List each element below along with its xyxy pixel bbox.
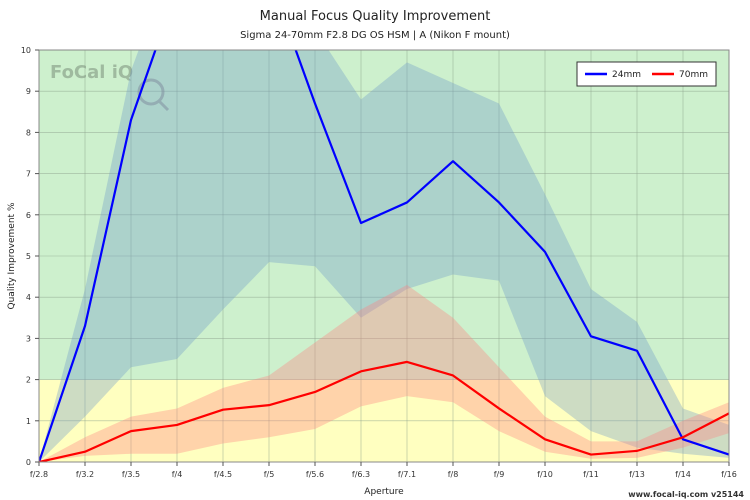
x-tick-label: f/2.8 [30, 470, 48, 479]
x-tick-label: f/7.1 [398, 470, 416, 479]
y-tick-label: 4 [26, 293, 31, 302]
magnifier-handle [157, 99, 170, 112]
x-tick-label: f/11 [583, 470, 599, 479]
confidence-bands [39, 50, 729, 462]
y-tick-label: 10 [21, 46, 31, 55]
watermark-logo: FoCal iQ [50, 62, 170, 112]
x-tick-label: f/14 [675, 470, 691, 479]
watermark-logo-text: FoCal iQ [50, 62, 133, 83]
legend: 24mm 70mm [576, 61, 717, 87]
y-tick-label: 7 [26, 170, 31, 179]
x-tick-label: f/8 [448, 470, 459, 479]
x-tick-label: f/13 [629, 470, 645, 479]
x-tick-label: f/5.6 [306, 470, 324, 479]
y-axis-ticks: 0 1 2 3 4 5 6 7 8 9 10 [21, 46, 39, 467]
legend-label-70mm: 70mm [679, 70, 708, 80]
chart-title: Manual Focus Quality Improvement [260, 9, 491, 24]
confidence-band-24mm [39, 50, 729, 462]
chart-subtitle: Sigma 24-70mm F2.8 DG OS HSM | A (Nikon … [240, 30, 510, 41]
x-tick-label: f/3.2 [76, 470, 94, 479]
x-axis-label: Aperture [364, 487, 404, 497]
y-tick-label: 1 [26, 417, 31, 426]
y-axis-label: Quality Improvement % [7, 202, 17, 309]
y-tick-label: 2 [26, 376, 31, 385]
legend-label-24mm: 24mm [612, 70, 641, 80]
x-tick-label: f/6.3 [352, 470, 370, 479]
watermark-url: www.focal-iq.com v25144 [628, 490, 744, 499]
y-tick-label: 5 [26, 252, 31, 261]
magnifier-icon [137, 78, 165, 106]
y-tick-label: 3 [26, 334, 31, 343]
series-line-24mm [39, 50, 729, 462]
series-line-70mm [39, 360, 729, 462]
x-tick-label: f/9 [494, 470, 505, 479]
x-axis-ticks: f/2.8 f/3.2 f/3.5 f/4 f/4.5 f/5 f/5.6 f/6.3 f/7.… [30, 462, 737, 479]
x-tick-label: f/10 [537, 470, 553, 479]
y-tick-label: 9 [26, 87, 31, 96]
x-tick-label: f/5 [264, 470, 275, 479]
confidence-band-70mm [39, 284, 729, 462]
x-tick-label: f/4.5 [214, 470, 232, 479]
y-tick-label: 0 [26, 458, 31, 467]
y-tick-label: 6 [26, 211, 31, 220]
series-lines [39, 50, 729, 462]
x-tick-label: f/4 [172, 470, 183, 479]
x-tick-label: f/16 [721, 470, 737, 479]
y-tick-label: 8 [26, 128, 31, 137]
x-tick-label: f/3.5 [122, 470, 140, 479]
